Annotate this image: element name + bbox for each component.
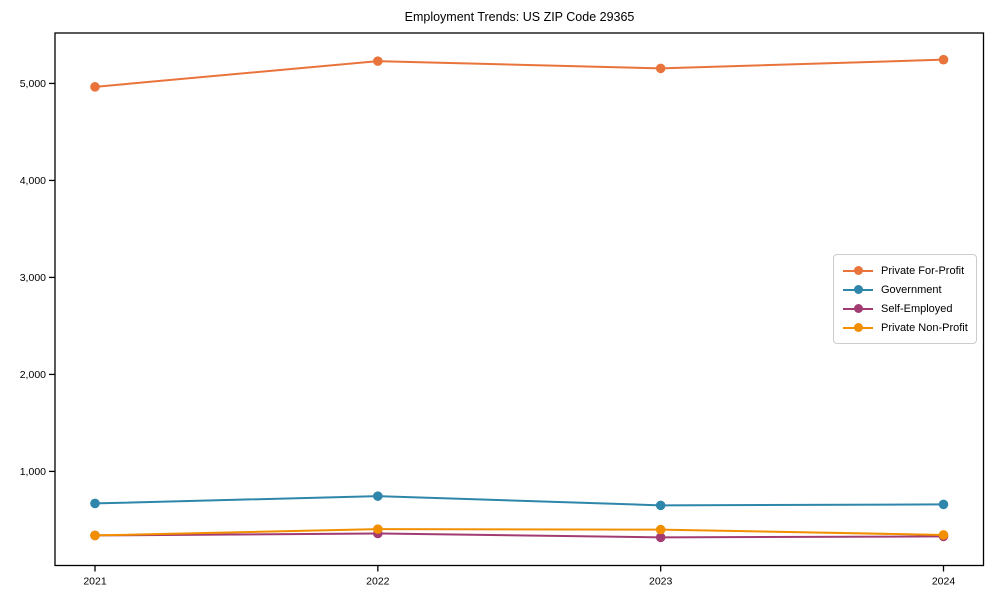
data-point-government-2021: [90, 498, 100, 509]
x-axis-tick-label: 2022: [366, 576, 390, 588]
data-point-private-for-profit-2022: [373, 56, 383, 66]
legend-marker-icon: [843, 303, 873, 315]
legend-marker-icon: [843, 322, 873, 334]
legend-label: Private Non-Profit: [881, 321, 968, 334]
data-point-private-non-profit-2024: [938, 530, 949, 540]
y-axis-tick-label: 4,000: [20, 175, 46, 187]
y-axis-tick-label: 3,000: [20, 272, 46, 284]
series-line-private-non-profit: [94, 528, 944, 537]
legend-item: Self-Employed: [843, 300, 967, 317]
x-axis-tick-label: 2024: [932, 576, 956, 588]
legend-item: Private Non-Profit: [843, 319, 968, 336]
legend-marker-icon: [843, 265, 873, 277]
legend-label: Private For-Profit: [881, 264, 965, 277]
y-axis-tick-label: 2,000: [20, 369, 46, 381]
legend-item: Government: [843, 281, 967, 298]
data-point-private-for-profit-2023: [655, 63, 666, 74]
y-axis-tick-label: 1,000: [20, 466, 46, 478]
data-point-private-non-profit-2021: [90, 530, 100, 541]
legend-label: Government: [881, 283, 942, 296]
series-line-self-employed: [94, 532, 944, 539]
data-point-private-non-profit-2023: [655, 524, 666, 535]
y-axis-tick-label: 5,000: [20, 78, 46, 90]
data-point-private-for-profit-2021: [90, 82, 100, 92]
series-line-government: [94, 495, 944, 507]
data-point-private-for-profit-2024: [938, 54, 949, 65]
x-axis-tick-label: 2023: [649, 576, 673, 588]
legend-marker-icon: [843, 284, 873, 296]
data-point-government-2023: [655, 500, 666, 511]
legend: Private For-Profit Government Self-Emplo…: [833, 254, 977, 344]
data-point-private-non-profit-2022: [373, 524, 383, 534]
plot-border: [54, 32, 985, 567]
data-point-government-2022: [373, 491, 383, 501]
x-axis-tick-label: 2021: [83, 576, 107, 588]
chart-title: Employment Trends: US ZIP Code 29365: [404, 10, 635, 24]
data-point-government-2024: [938, 499, 949, 510]
legend-label: Self-Employed: [881, 302, 953, 315]
legend-item: Private For-Profit: [843, 262, 967, 279]
series-line-private-for-profit: [94, 58, 944, 88]
data-point-self-employed-2023: [655, 532, 666, 543]
